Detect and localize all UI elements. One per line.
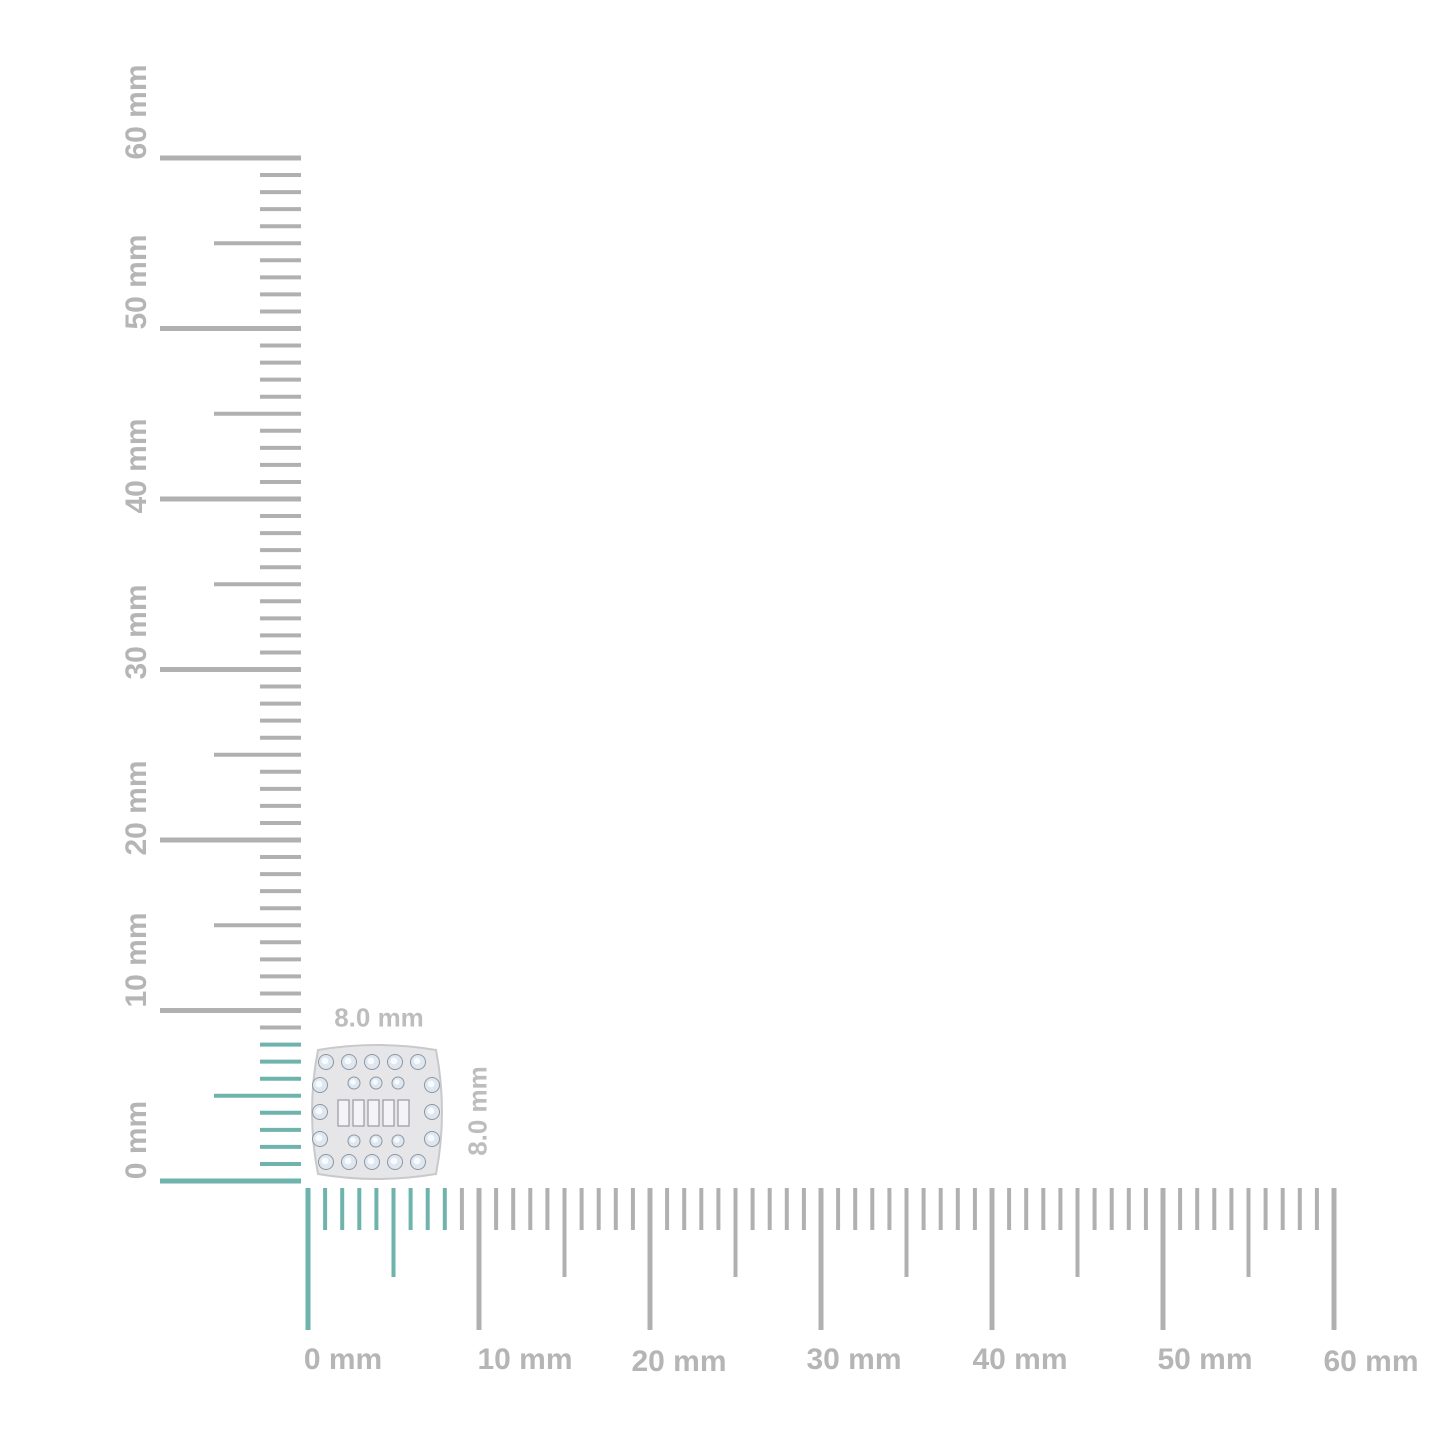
v-label-60: 60 mm: [120, 64, 153, 160]
halo-diamond-facet: [367, 1157, 375, 1165]
height-dimension-label: 8.0 mm: [462, 1066, 493, 1156]
h-label-30: 30 mm: [806, 1343, 902, 1376]
halo-diamond-facet: [367, 1057, 375, 1065]
v-label-40: 40 mm: [120, 418, 153, 514]
v-label-50: 50 mm: [120, 234, 153, 330]
inner-diamond-facet: [372, 1079, 378, 1085]
h-label-50: 50 mm: [1157, 1343, 1253, 1376]
h-label-20: 20 mm: [631, 1345, 727, 1378]
inner-diamond-facet: [394, 1137, 400, 1143]
inner-diamond-facet: [372, 1137, 378, 1143]
inner-diamond-facet: [394, 1079, 400, 1085]
halo-diamond-facet: [321, 1157, 329, 1165]
baguette-diamond: [397, 1099, 410, 1127]
h-label-40: 40 mm: [972, 1343, 1068, 1376]
halo-diamond-facet: [315, 1107, 323, 1115]
width-dimension-label: 8.0 mm: [334, 1002, 424, 1033]
halo-diamond-facet: [315, 1134, 323, 1142]
baguette-diamond: [337, 1099, 350, 1127]
v-label-20: 20 mm: [120, 760, 153, 856]
halo-diamond-facet: [315, 1080, 323, 1088]
baguette-diamond: [382, 1099, 395, 1127]
halo-diamond-facet: [413, 1057, 421, 1065]
baguette-diamond: [367, 1099, 380, 1127]
v-label-30: 30 mm: [120, 584, 153, 680]
halo-diamond-facet: [427, 1134, 435, 1142]
baguette-diamond: [352, 1099, 365, 1127]
inner-diamond-facet: [350, 1137, 356, 1143]
inner-diamond-facet: [350, 1079, 356, 1085]
halo-diamond-facet: [413, 1157, 421, 1165]
halo-diamond-facet: [321, 1057, 329, 1065]
halo-diamond-facet: [344, 1157, 352, 1165]
halo-diamond-facet: [344, 1057, 352, 1065]
h-label-60: 60 mm: [1323, 1345, 1419, 1378]
halo-diamond-facet: [427, 1107, 435, 1115]
halo-diamond-facet: [390, 1057, 398, 1065]
halo-diamond-facet: [427, 1080, 435, 1088]
halo-diamond-facet: [390, 1157, 398, 1165]
h-label-0: 0 mm: [303, 1343, 383, 1376]
v-label-0: 0 mm: [120, 1100, 153, 1180]
v-label-10: 10 mm: [120, 912, 153, 1008]
h-label-10: 10 mm: [477, 1343, 573, 1376]
